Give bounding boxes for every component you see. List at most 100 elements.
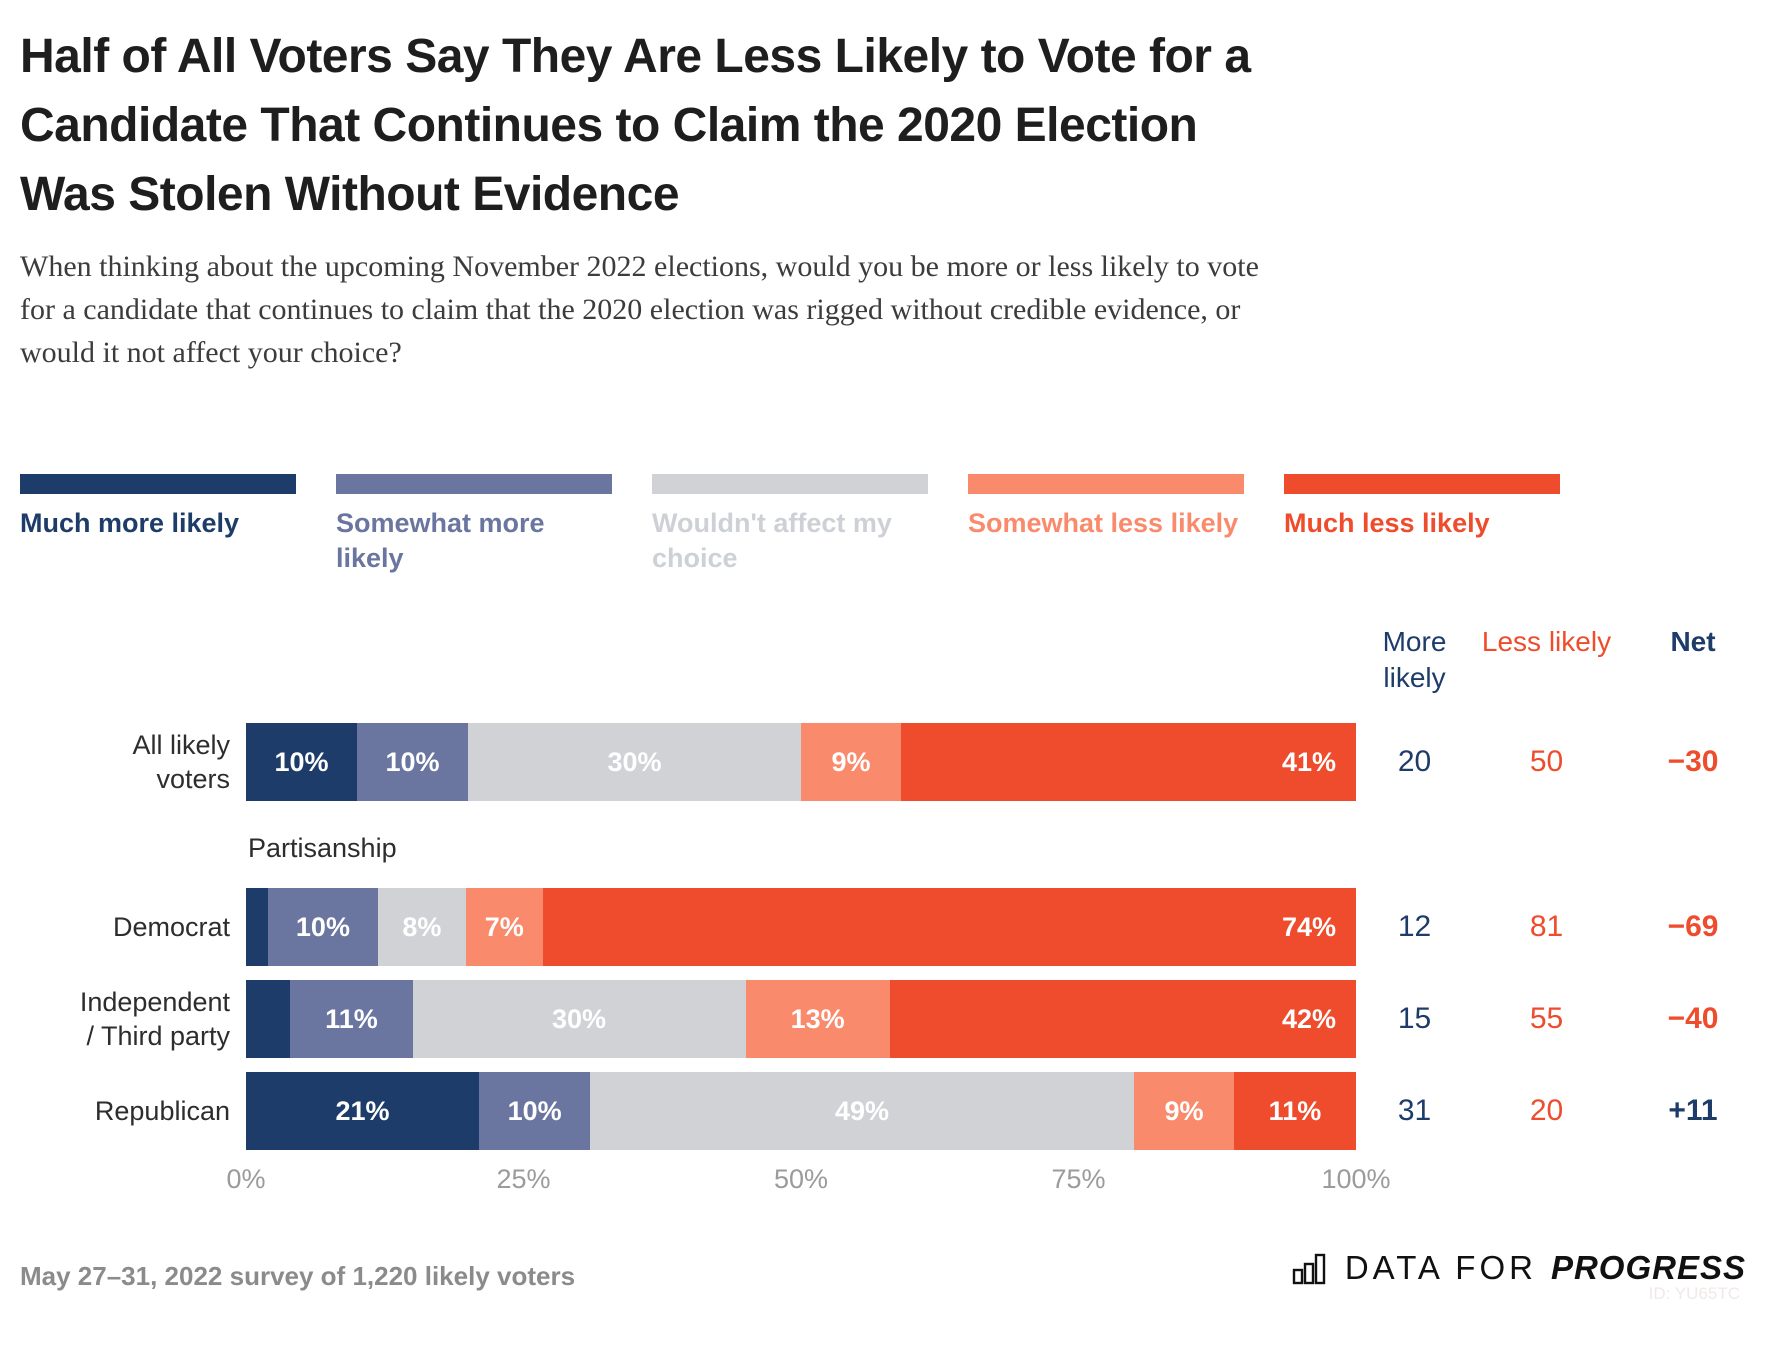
column-header-less-likely: Less likely [1481, 626, 1612, 657]
stacked-bar: 10% 10% 30% 9% 41% [246, 723, 1356, 801]
bar-segment-somewhat-less-likely: 9% [801, 723, 901, 801]
legend-label: Much more likely [20, 508, 240, 538]
bar-segment-wouldnt-affect-choice: 30% [468, 723, 801, 801]
more-likely-value: 20 [1397, 745, 1432, 778]
bar-segment-much-less-likely: 41% [900, 723, 1356, 801]
bar-segment-much-more-likely [246, 888, 268, 966]
chart-rows: All likely voters 10% 10% 30% 9% 41% 20 50 −30 Pa… [20, 723, 1746, 1150]
x-axis-row: 0% 25% 50% 75% 100% [20, 1164, 1746, 1198]
legend-item-much-more-likely: Much more likely [20, 474, 296, 576]
net-value: −69 [1667, 910, 1719, 943]
bar-segment-wouldnt-affect-choice: 49% [590, 1072, 1134, 1150]
bar-segment-somewhat-more-likely: 10% [357, 723, 468, 801]
legend-swatch-somewhat-less-likely [968, 474, 1244, 494]
legend-label: Somewhat less likely [968, 508, 1239, 538]
segment-value-label: 10% [507, 1095, 562, 1126]
chart-row-republican: Republican 21% 10% 49% 9% 11% 31 20 +11 [20, 1072, 1746, 1150]
legend: Much more likely Somewhat more likely Woul… [20, 474, 1746, 576]
segment-value-label: 41% [1281, 746, 1336, 777]
less-likely-value: 50 [1529, 745, 1564, 778]
more-likely-value: 15 [1397, 1002, 1432, 1035]
legend-swatch-somewhat-more-likely [336, 474, 612, 494]
data-for-progress-logo: DATA FOR PROGRESS ID: YU65TC [1291, 1248, 1746, 1304]
legend-item-somewhat-more-likely: Somewhat more likely [336, 474, 612, 576]
segment-value-label: 30% [551, 1003, 607, 1034]
section-header-row: Partisanship [20, 833, 1746, 864]
segment-value-label: 9% [1164, 1095, 1204, 1126]
row-label: Republican [94, 1096, 230, 1126]
less-likely-value: 55 [1529, 1002, 1564, 1035]
page-title-line: Half of All Voters Say They Are Less Lik… [20, 30, 1251, 83]
segment-value-label: 74% [1281, 911, 1337, 942]
bar-segment-somewhat-less-likely: 13% [745, 980, 890, 1058]
legend-item-somewhat-less-likely: Somewhat less likely [968, 474, 1244, 576]
legend-swatch-much-less-likely [1284, 474, 1560, 494]
chart-id: ID: YU65TC [1648, 1284, 1740, 1303]
survey-question-line: for a candidate that continues to claim … [20, 293, 1241, 326]
legend-label: Much less likely [1284, 508, 1490, 538]
bar-segment-wouldnt-affect-choice: 8% [377, 888, 466, 966]
legend-swatch-wouldnt-affect-choice [652, 474, 928, 494]
logo-text-data-for: DATA FOR [1344, 1249, 1537, 1286]
segment-value-label: 10% [274, 746, 329, 777]
segment-value-label: 13% [790, 1003, 845, 1034]
row-label: Democrat [112, 912, 230, 942]
stacked-bar: 10% 8% 7% 74% [246, 888, 1357, 966]
bar-segment-much-less-likely: 11% [1233, 1072, 1356, 1150]
net-value: −40 [1667, 1002, 1719, 1035]
legend-item-wouldnt-affect-choice: Wouldn't affect my choice [652, 474, 928, 576]
bar-chart-icon [1291, 1248, 1331, 1288]
segment-value-label: 49% [835, 1095, 890, 1126]
chart-page: Half of All Voters Say They Are Less Lik… [0, 22, 1766, 1304]
survey-question: When thinking about the upcoming Novembe… [20, 245, 1746, 374]
less-likely-value: 20 [1529, 1094, 1564, 1127]
less-likely-value: 81 [1529, 910, 1564, 943]
bar-segment-much-more-likely: 10% [246, 723, 357, 801]
x-axis: 0% 25% 50% 75% 100% [226, 1164, 1390, 1198]
column-header-net: Net [1670, 626, 1716, 657]
stacked-bar: 21% 10% 49% 9% 11% [246, 1072, 1356, 1150]
bar-segment-somewhat-more-likely: 10% [479, 1072, 591, 1150]
chart-row-all-likely-voters: All likely voters 10% 10% 30% 9% 41% 20 50 −30 [20, 723, 1746, 801]
survey-question-line: When thinking about the upcoming Novembe… [20, 250, 1259, 283]
chart-row-independent-third-party: Independent / Third party 11% 30% 13% 42% 15 5… [20, 980, 1746, 1058]
x-axis-tick: 25% [496, 1164, 551, 1194]
row-label: All likely voters [132, 730, 230, 794]
segment-value-label: 21% [335, 1095, 390, 1126]
logo-text-progress: PROGRESS [1550, 1249, 1746, 1286]
page-title-line: Was Stolen Without Evidence [20, 168, 680, 221]
bar-segment-somewhat-more-likely: 11% [290, 980, 413, 1058]
stacked-bar: 11% 30% 13% 42% [246, 980, 1356, 1058]
net-value: −30 [1667, 745, 1719, 778]
row-label: Independent / Third party [79, 987, 230, 1051]
bar-segment-much-more-likely [246, 980, 291, 1058]
segment-value-label: 30% [607, 746, 662, 777]
column-headers: More likely Less likely Net [20, 624, 1746, 696]
segment-value-label: 10% [385, 746, 440, 777]
page-title-line: Candidate That Continues to Claim the 20… [20, 99, 1198, 152]
bar-segment-somewhat-less-likely: 9% [1134, 1072, 1234, 1150]
bar-segment-much-more-likely: 21% [246, 1072, 480, 1150]
legend-label: Wouldn't affect my choice [652, 508, 892, 573]
net-value: +11 [1668, 1094, 1718, 1127]
x-axis-tick: 100% [1321, 1164, 1391, 1194]
segment-value-label: 42% [1281, 1003, 1336, 1034]
bar-segment-wouldnt-affect-choice: 30% [412, 980, 746, 1058]
legend-label: Somewhat more likely [336, 508, 545, 573]
segment-value-label: 11% [325, 1003, 378, 1034]
x-axis-tick: 50% [773, 1164, 829, 1194]
footer: May 27–31, 2022 survey of 1,220 likely v… [20, 1248, 1746, 1304]
column-header-more-likely: More likely [1382, 626, 1447, 693]
bar-segment-somewhat-more-likely: 10% [267, 888, 378, 966]
more-likely-value: 12 [1397, 910, 1432, 943]
bar-segment-much-less-likely: 42% [889, 980, 1356, 1058]
segment-value-label: 9% [831, 746, 871, 777]
survey-note: May 27–31, 2022 survey of 1,220 likely v… [20, 1260, 576, 1291]
stacked-bar-chart: More likely Less likely Net All likely v… [20, 624, 1746, 1198]
legend-item-much-less-likely: Much less likely [1284, 474, 1560, 576]
legend-swatch-much-more-likely [20, 474, 296, 494]
bar-segment-much-less-likely: 74% [542, 888, 1357, 966]
segment-value-label: 11% [1268, 1095, 1322, 1126]
x-axis-tick: 75% [1051, 1164, 1106, 1194]
more-likely-value: 31 [1397, 1094, 1432, 1127]
